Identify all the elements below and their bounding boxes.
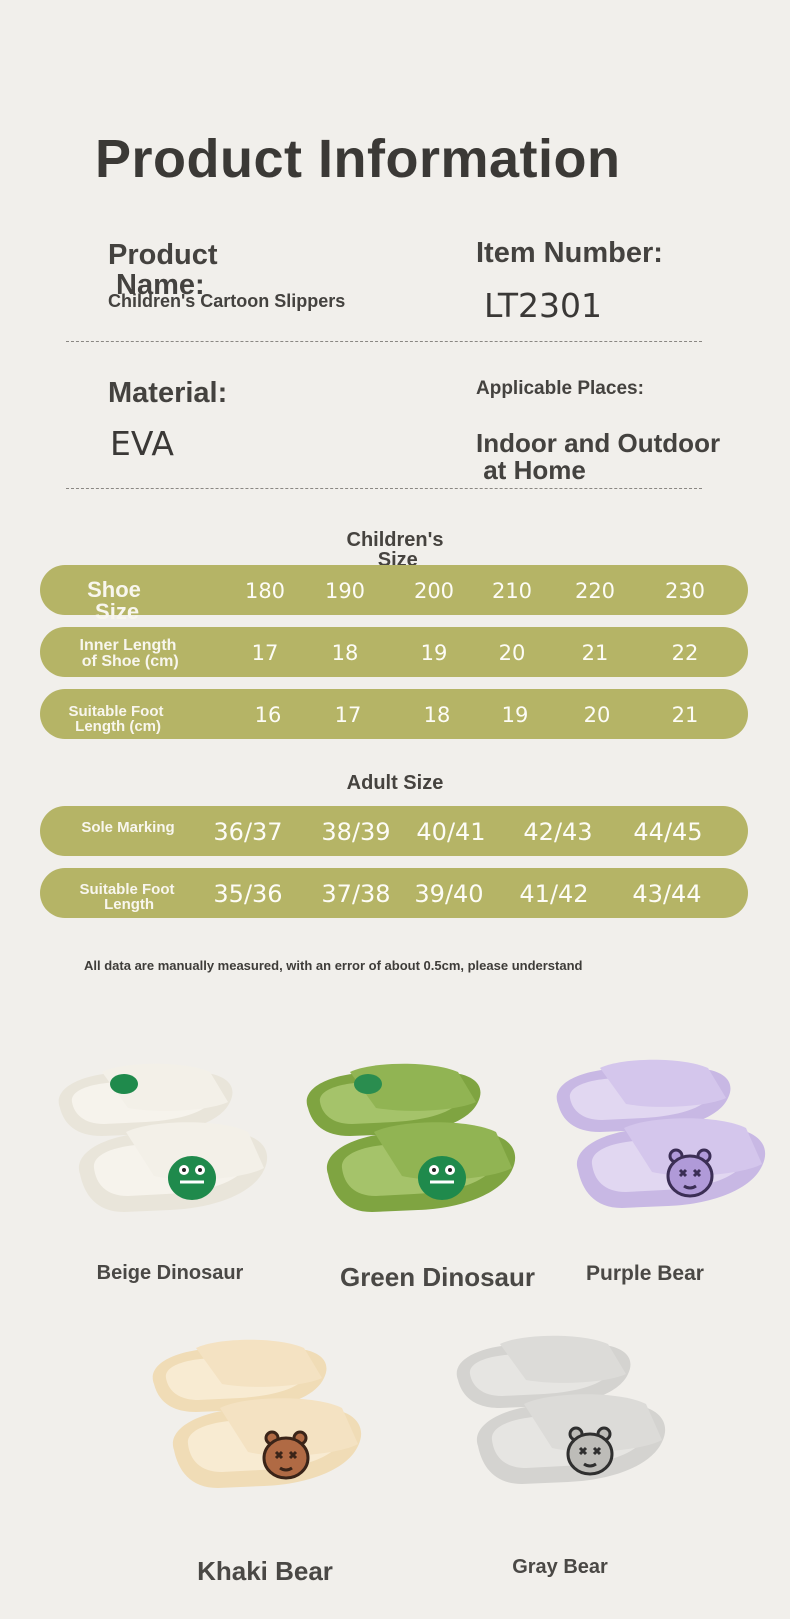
- size-cell: 21: [581, 641, 609, 665]
- row-label: Suitable Foot Length: [79, 881, 175, 913]
- dinosaur-icon: [110, 1074, 216, 1200]
- product-caption: Green Dinosaur: [339, 1262, 536, 1292]
- material-value: EVA: [110, 424, 174, 463]
- purple-bear-slipper-image: [556, 1059, 766, 1208]
- size-cell: 19: [501, 703, 529, 727]
- product-caption: Purple Bear: [586, 1262, 704, 1285]
- bear-icon: [262, 1430, 310, 1480]
- product-caption: Beige Dinosaur: [96, 1262, 244, 1284]
- row-label: Suitable Foot Length (cm): [68, 703, 164, 735]
- row-label: Shoe Size: [87, 577, 141, 624]
- size-cell: 18: [331, 641, 359, 665]
- size-cell: 44/45: [633, 818, 703, 846]
- applicable-places-label: Applicable Places:: [476, 378, 644, 399]
- product-name-value: Children's Cartoon Slippers: [108, 291, 346, 311]
- item-number-value: LT2301: [484, 286, 602, 325]
- size-cell: 190: [324, 579, 366, 603]
- size-cell: 41/42: [519, 880, 589, 908]
- size-row-inner-length: Inner Length of Shoe (cm) 17 18 19 20 21…: [40, 627, 748, 677]
- size-cell: 20: [583, 703, 611, 727]
- divider: [66, 488, 702, 489]
- bear-icon: [666, 1148, 714, 1198]
- bear-icon: [566, 1426, 614, 1476]
- size-row-sole-marking: Sole Marking 36/37 38/39 40/41 42/43 44/…: [40, 806, 748, 856]
- size-cell: 36/37: [213, 818, 283, 846]
- size-cell: 37/38: [321, 880, 391, 908]
- size-cell: 220: [574, 579, 616, 603]
- size-row-shoe-size: Shoe Size 180 190 200 210 220 230: [40, 565, 748, 623]
- size-cell: 18: [423, 703, 451, 727]
- product-name-label: Product Name:: [108, 239, 218, 301]
- row-label: Inner Length of Shoe (cm): [79, 637, 179, 670]
- size-cell: 17: [334, 703, 362, 727]
- green-dinosaur-slipper-image: [306, 1063, 516, 1212]
- size-cell: 200: [413, 579, 455, 603]
- adult-size-heading: Adult Size: [346, 772, 444, 794]
- row-label: Sole Marking: [81, 819, 175, 836]
- size-cell: 19: [420, 641, 448, 665]
- size-cell: 20: [498, 641, 526, 665]
- size-cell: 35/36: [213, 880, 283, 908]
- size-cell: 40/41: [416, 818, 486, 846]
- size-cell: 22: [671, 641, 699, 665]
- size-row-adult-foot-length: Suitable Foot Length 35/36 37/38 39/40 4…: [40, 868, 748, 918]
- size-cell: 180: [244, 579, 286, 603]
- applicable-places-value: Indoor and Outdoor at Home: [476, 428, 721, 485]
- size-cell: 39/40: [414, 880, 484, 908]
- dinosaur-icon: [354, 1074, 466, 1200]
- khaki-bear-slipper-image: [152, 1339, 362, 1488]
- page-title: Product Information: [95, 129, 621, 189]
- size-cell: 21: [671, 703, 699, 727]
- size-cell: 230: [664, 579, 706, 603]
- material-label: Material:: [108, 377, 228, 409]
- beige-dinosaur-slipper-image: [58, 1063, 268, 1212]
- divider: [66, 341, 702, 342]
- product-caption: Khaki Bear: [197, 1556, 333, 1586]
- children-size-heading: Children's Size: [346, 529, 444, 571]
- size-cell: 16: [254, 703, 282, 727]
- item-number-label: Item Number:: [476, 237, 663, 269]
- size-row-foot-length: Suitable Foot Length (cm) 16 17 18 19 20…: [40, 689, 748, 739]
- size-cell: 210: [491, 579, 533, 603]
- size-cell: 17: [251, 641, 279, 665]
- size-cell: 42/43: [523, 818, 593, 846]
- size-cell: 43/44: [632, 880, 702, 908]
- gray-bear-slipper-image: [456, 1335, 666, 1484]
- product-caption: Gray Bear: [512, 1556, 608, 1578]
- measurement-note: All data are manually measured, with an …: [84, 958, 583, 973]
- size-cell: 38/39: [321, 818, 391, 846]
